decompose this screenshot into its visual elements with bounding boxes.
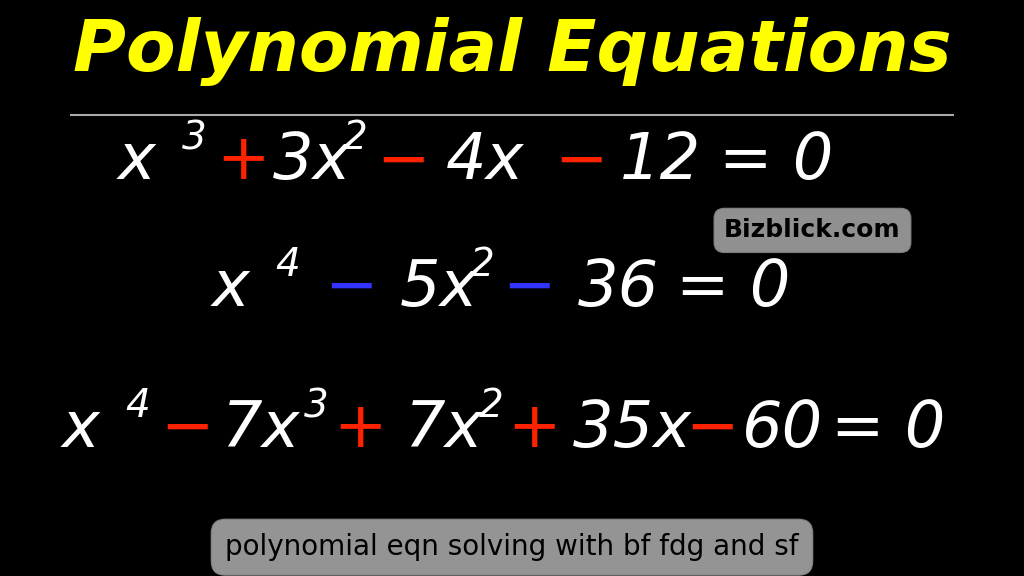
Text: x: x — [212, 257, 249, 319]
Text: = 0: = 0 — [831, 398, 945, 460]
Text: Polynomial Equations: Polynomial Equations — [73, 17, 951, 86]
Text: −: − — [325, 257, 378, 319]
Text: = 0: = 0 — [719, 130, 833, 192]
Text: −: − — [376, 130, 429, 192]
Text: −: − — [554, 130, 608, 192]
Text: Bizblick.com: Bizblick.com — [724, 218, 901, 242]
Text: 2: 2 — [479, 387, 504, 425]
Text: 3: 3 — [181, 119, 206, 157]
Text: 4: 4 — [125, 387, 150, 425]
Text: 3x: 3x — [272, 130, 351, 192]
Text: 12: 12 — [620, 130, 701, 192]
Text: 35x: 35x — [573, 398, 692, 460]
Text: 2: 2 — [470, 246, 495, 284]
Text: = 0: = 0 — [676, 257, 791, 319]
Text: 3: 3 — [303, 387, 329, 425]
Text: 4: 4 — [275, 246, 300, 284]
Text: 2: 2 — [343, 119, 368, 157]
Text: −: − — [503, 257, 556, 319]
Text: polynomial eqn solving with bf fdg and sf: polynomial eqn solving with bf fdg and s… — [225, 533, 799, 561]
Text: 4x: 4x — [446, 130, 524, 192]
Text: +: + — [507, 398, 561, 460]
Text: +: + — [334, 398, 387, 460]
Text: 60: 60 — [742, 398, 823, 460]
Text: x: x — [61, 398, 99, 460]
Text: 7x: 7x — [221, 398, 299, 460]
Text: 5x: 5x — [399, 257, 478, 319]
Text: 7x: 7x — [404, 398, 482, 460]
Text: x: x — [118, 130, 156, 192]
Text: 36: 36 — [578, 257, 659, 319]
Text: −: − — [686, 398, 739, 460]
Text: −: − — [160, 398, 213, 460]
Text: +: + — [216, 130, 269, 192]
